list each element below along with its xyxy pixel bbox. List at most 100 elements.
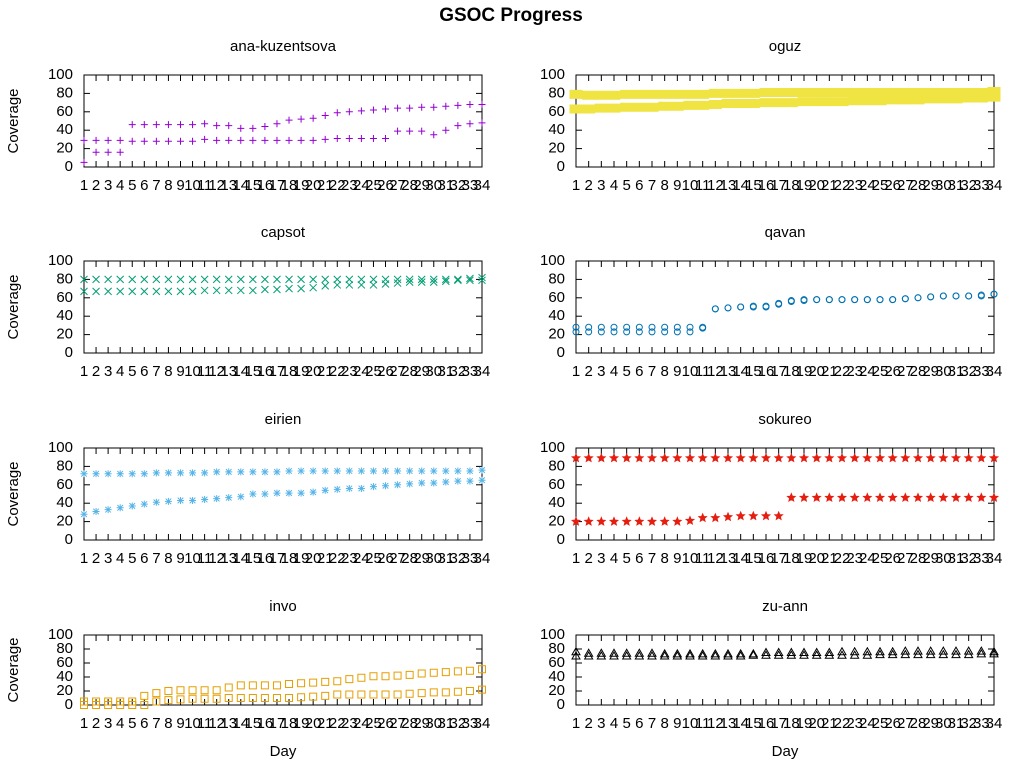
x-tick-label: 22 xyxy=(329,550,346,567)
x-tick-label: 25 xyxy=(365,363,382,380)
data-point xyxy=(697,452,708,463)
plot-frame xyxy=(575,260,995,354)
data-point xyxy=(965,292,973,300)
x-tick-label: 14 xyxy=(732,715,749,732)
data-point xyxy=(849,646,860,656)
x-tick-label: 31 xyxy=(948,715,965,732)
plot-frame xyxy=(83,260,483,354)
x-tick-label: 2 xyxy=(584,177,592,194)
data-point xyxy=(345,467,353,475)
x-tick-label: 16 xyxy=(257,550,274,567)
data-point xyxy=(913,646,923,655)
data-point xyxy=(357,281,366,289)
data-point xyxy=(722,452,734,463)
x-tick-label: 32 xyxy=(960,715,977,732)
x-tick-label: 18 xyxy=(783,363,800,380)
data-point xyxy=(737,303,745,311)
x-tick-label: 32 xyxy=(960,550,977,567)
x-tick-label: 5 xyxy=(622,550,630,567)
x-tick-label: 4 xyxy=(116,715,124,732)
data-point xyxy=(92,701,101,709)
data-point xyxy=(152,498,160,506)
data-point xyxy=(140,275,149,284)
data-point xyxy=(609,650,619,660)
x-tick-label: 33 xyxy=(973,550,990,567)
x-tick-label: 21 xyxy=(317,177,334,194)
data-point xyxy=(860,96,874,106)
data-point xyxy=(104,275,112,284)
x-tick-label: 2 xyxy=(584,550,592,567)
data-point xyxy=(900,492,911,502)
data-point xyxy=(405,278,414,287)
data-point xyxy=(321,275,330,284)
data-point xyxy=(128,287,137,296)
x-tick-label: 25 xyxy=(872,715,889,732)
data-point xyxy=(849,492,860,502)
x-tick-label: 27 xyxy=(897,177,914,194)
x-tick-label: 30 xyxy=(935,715,952,732)
data-point xyxy=(466,276,474,285)
data-point xyxy=(582,90,596,100)
data-point xyxy=(406,104,414,112)
data-point xyxy=(596,516,607,526)
data-point xyxy=(658,101,672,111)
y-tick-label: 20 xyxy=(548,513,565,530)
data-point xyxy=(659,516,670,526)
data-point xyxy=(237,468,245,476)
data-point xyxy=(811,647,822,656)
x-tick-label: 20 xyxy=(305,363,322,380)
data-point xyxy=(176,469,184,477)
x-tick-label: 1 xyxy=(80,715,88,732)
x-tick-label: 24 xyxy=(353,715,370,732)
y-tick-label: 60 xyxy=(56,289,73,306)
x-tick-label: 22 xyxy=(834,177,851,194)
data-point xyxy=(104,506,112,514)
data-point xyxy=(786,650,797,659)
x-tick-label: 12 xyxy=(208,715,225,732)
data-point xyxy=(369,467,377,475)
data-point xyxy=(321,486,329,494)
x-tick-label: 20 xyxy=(808,363,825,380)
data-point xyxy=(735,510,746,521)
y-tick-label: 60 xyxy=(56,654,73,671)
x-tick-label: 6 xyxy=(140,550,148,567)
data-point xyxy=(261,468,269,476)
x-tick-label: 29 xyxy=(413,363,430,380)
x-tick-label: 14 xyxy=(732,363,749,380)
x-tick-label: 11 xyxy=(695,363,711,380)
data-point xyxy=(710,648,721,658)
data-point xyxy=(297,489,305,497)
data-point xyxy=(382,482,390,490)
y-tick-label: 80 xyxy=(548,270,565,287)
y-axis-label: Coverage xyxy=(5,461,22,526)
data-point xyxy=(632,89,646,99)
y-tick-label: 20 xyxy=(56,513,73,530)
x-tick-label: 27 xyxy=(897,715,914,732)
x-tick-label: 8 xyxy=(660,177,668,194)
data-point xyxy=(357,467,365,475)
data-point xyxy=(749,302,757,310)
x-tick-label: 28 xyxy=(401,363,418,380)
data-point xyxy=(837,646,847,656)
x-tick-label: 31 xyxy=(437,363,454,380)
x-tick-label: 23 xyxy=(846,715,863,732)
data-point xyxy=(824,647,835,656)
x-tick-label: 19 xyxy=(796,715,813,732)
x-tick-label: 22 xyxy=(329,715,346,732)
x-tick-label: 12 xyxy=(208,177,225,194)
x-tick-label: 4 xyxy=(116,363,124,380)
data-point xyxy=(634,516,645,526)
data-point xyxy=(849,650,860,659)
x-tick-label: 21 xyxy=(317,715,334,732)
x-tick-label: 24 xyxy=(353,363,370,380)
data-point xyxy=(405,275,414,284)
data-point xyxy=(273,275,281,284)
data-point xyxy=(406,467,414,475)
x-tick-label: 2 xyxy=(92,177,100,194)
data-point xyxy=(875,646,885,656)
x-tick-label: 14 xyxy=(232,177,249,194)
data-point xyxy=(810,87,824,97)
data-point xyxy=(285,680,294,688)
data-point xyxy=(297,275,305,284)
data-point xyxy=(357,275,366,284)
